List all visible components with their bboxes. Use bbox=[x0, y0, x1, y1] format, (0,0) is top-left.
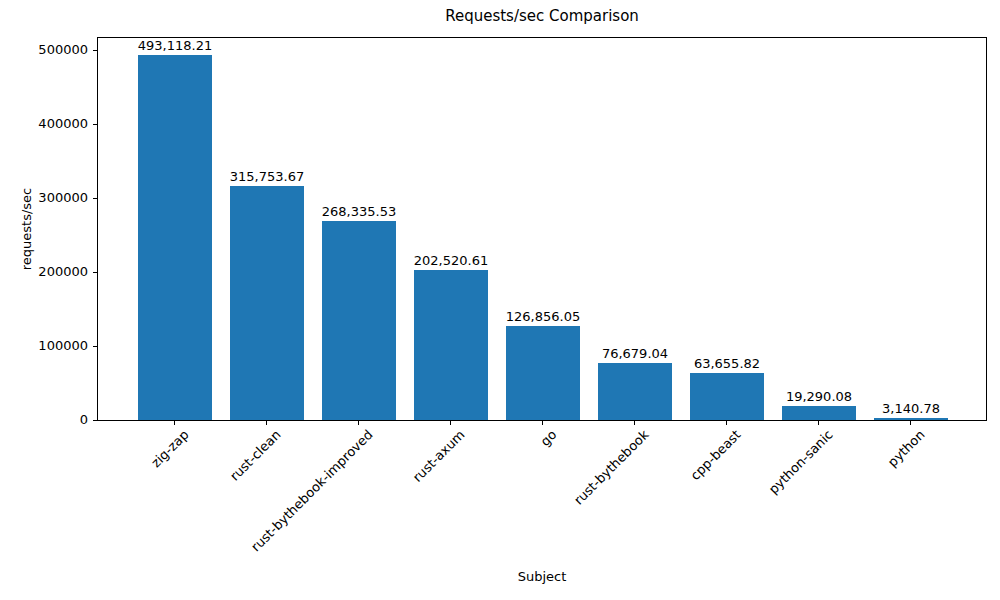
x-tick-mark bbox=[542, 421, 543, 425]
x-tick-mark bbox=[726, 421, 727, 425]
bar-rust-axum bbox=[414, 270, 488, 420]
bar-value-label: 3,140.78 bbox=[841, 401, 981, 416]
chart-title: Requests/sec Comparison bbox=[97, 7, 987, 25]
y-tick-label: 400000 bbox=[0, 116, 88, 131]
bar-zig-zap bbox=[138, 55, 212, 420]
bar-python bbox=[874, 418, 948, 420]
y-tick-label: 300000 bbox=[0, 190, 88, 205]
x-axis-label: Subject bbox=[97, 569, 987, 584]
bar-value-label: 202,520.61 bbox=[381, 253, 521, 268]
bar-rust-clean bbox=[230, 186, 304, 420]
y-tick-mark bbox=[93, 198, 97, 199]
x-tick-mark bbox=[358, 421, 359, 425]
x-tick-mark bbox=[818, 421, 819, 425]
bar-value-label: 268,335.53 bbox=[289, 204, 429, 219]
y-tick-mark bbox=[93, 346, 97, 347]
y-tick-mark bbox=[93, 272, 97, 273]
bar-go bbox=[506, 326, 580, 420]
y-tick-label: 200000 bbox=[0, 264, 88, 279]
bar-value-label: 493,118.21 bbox=[105, 38, 245, 53]
y-tick-label: 500000 bbox=[0, 42, 88, 57]
bar-rust-bythebook bbox=[598, 363, 672, 420]
bar-rust-bythebook-improved bbox=[322, 221, 396, 420]
y-tick-mark bbox=[93, 420, 97, 421]
figure: Requests/sec Comparison requests/sec 493… bbox=[0, 0, 1000, 600]
plot-area: 493,118.21 315,753.67 268,335.53 202,520.61… bbox=[97, 37, 987, 421]
x-tick-mark bbox=[174, 421, 175, 425]
y-tick-label: 0 bbox=[0, 412, 88, 427]
bar-value-label: 126,856.05 bbox=[473, 309, 613, 324]
x-tick-mark bbox=[450, 421, 451, 425]
y-tick-label: 100000 bbox=[0, 338, 88, 353]
y-tick-mark bbox=[93, 50, 97, 51]
bar-value-label: 315,753.67 bbox=[197, 169, 337, 184]
x-tick-mark bbox=[910, 421, 911, 425]
bar-value-label: 63,655.82 bbox=[657, 356, 797, 371]
x-tick-mark bbox=[634, 421, 635, 425]
y-tick-mark bbox=[93, 124, 97, 125]
x-tick-mark bbox=[266, 421, 267, 425]
